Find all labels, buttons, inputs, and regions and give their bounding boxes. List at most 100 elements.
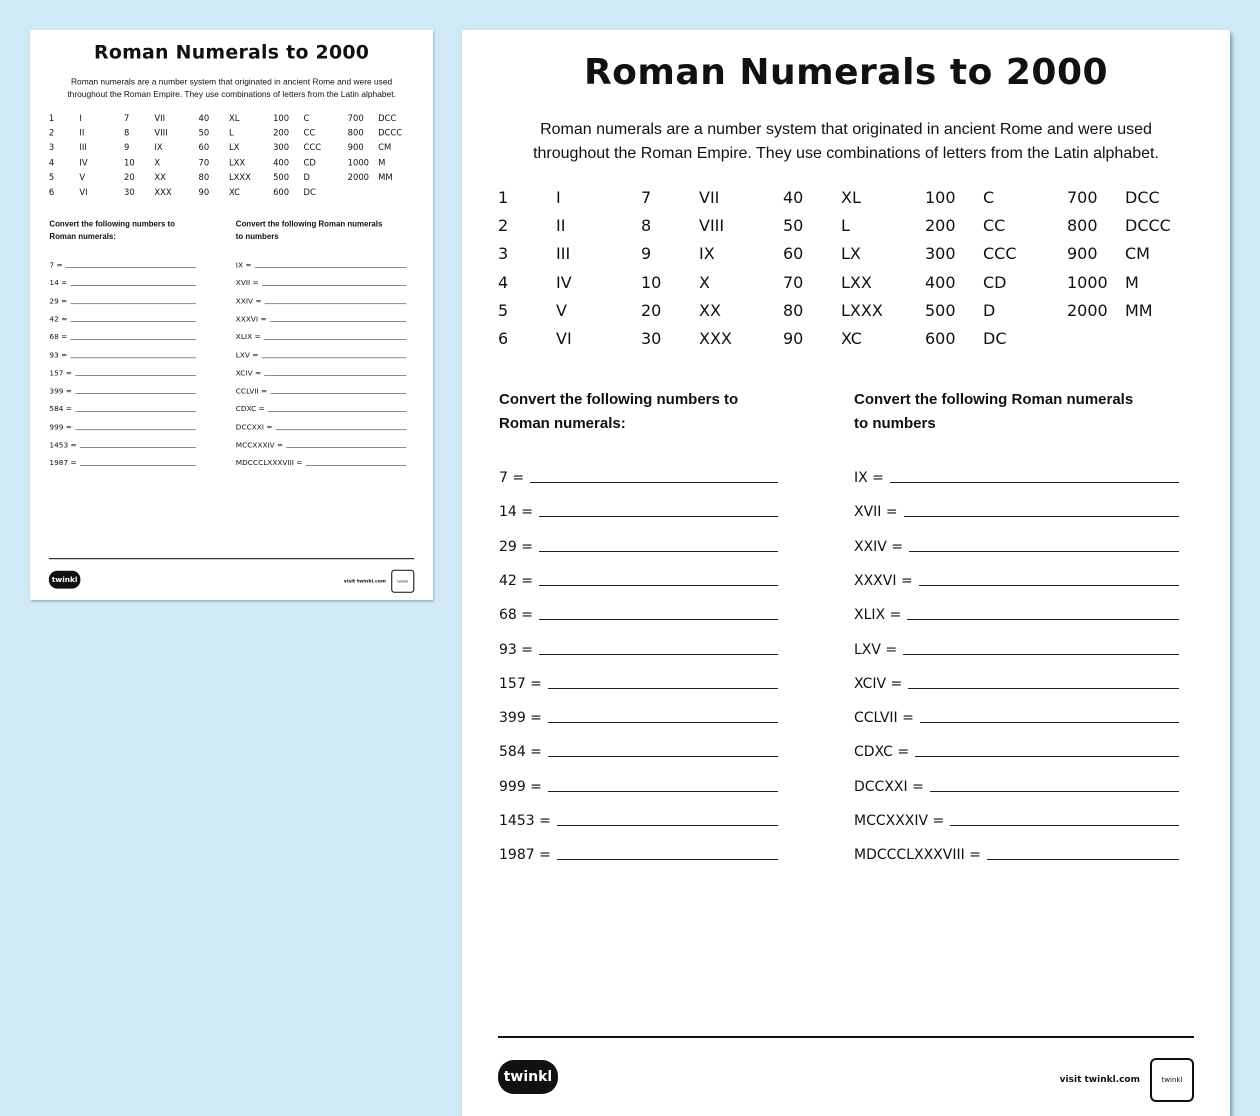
exercise-item: MDCCCLXXXVIII =: [854, 847, 1179, 863]
answer-line[interactable]: [261, 357, 407, 358]
answer-line[interactable]: [261, 285, 407, 286]
answer-line[interactable]: [75, 411, 196, 412]
exercise-item: 14 =: [499, 504, 778, 520]
answer-line[interactable]: [539, 584, 778, 586]
answer-line[interactable]: [79, 447, 196, 448]
answer-line[interactable]: [75, 429, 196, 430]
exercise-item: 1453 =: [49, 441, 196, 449]
exercise-prompt: XXXVI =: [235, 315, 267, 324]
answer-line[interactable]: [270, 393, 407, 394]
reference-numeral: CD: [983, 272, 1007, 292]
quality-badge: twinkl: [1150, 1058, 1194, 1102]
answer-line[interactable]: [556, 824, 778, 826]
answer-line[interactable]: [547, 721, 778, 724]
exercise-item: 42 =: [49, 315, 196, 324]
answer-line[interactable]: [75, 393, 196, 394]
exercise-item: CDXC =: [236, 405, 407, 413]
answer-line[interactable]: [70, 303, 196, 304]
answer-line[interactable]: [263, 339, 407, 340]
answer-line[interactable]: [267, 411, 407, 412]
answer-line[interactable]: [556, 858, 778, 861]
answer-line[interactable]: [889, 481, 1179, 483]
exercise-prompt: 14 =: [49, 279, 68, 288]
answer-line[interactable]: [950, 824, 1179, 826]
reference-numeral: L: [841, 216, 850, 236]
exercise-prompt: XCIV =: [854, 675, 903, 692]
exercise-item: 1453 =: [499, 813, 778, 829]
heading-line: Convert the following Roman numerals: [235, 219, 383, 229]
reference-numeral: DCCC: [1125, 216, 1171, 236]
answer-line[interactable]: [903, 653, 1179, 655]
answer-line[interactable]: [903, 515, 1179, 518]
answer-line[interactable]: [269, 321, 407, 322]
answer-line[interactable]: [539, 653, 778, 655]
answer-line[interactable]: [70, 357, 196, 358]
answer-line[interactable]: [547, 790, 778, 792]
answer-line[interactable]: [79, 465, 196, 466]
heading-line: to numbers: [854, 415, 936, 432]
reference-numeral: L: [228, 127, 234, 138]
exercise-item: 999 =: [499, 779, 778, 795]
exercise-item: XLIX =: [854, 607, 1179, 623]
exercise-item: 584 =: [499, 744, 778, 760]
exercise-prompt: CDXC =: [854, 744, 910, 761]
answer-line[interactable]: [264, 375, 407, 376]
answer-line[interactable]: [539, 550, 778, 552]
exercise-item: XVII =: [854, 504, 1179, 520]
answer-line[interactable]: [530, 481, 778, 483]
answer-line[interactable]: [70, 321, 196, 322]
reference-numeral: VII: [699, 188, 720, 207]
exercise-prompt: 93 =: [49, 351, 68, 360]
answer-line[interactable]: [539, 618, 778, 621]
reference-numeral: VI: [556, 329, 572, 348]
heading-line: Convert the following numbers to: [499, 391, 739, 408]
exercise-prompt: 42 =: [49, 315, 68, 324]
exercise-prompt: 68 =: [49, 333, 68, 342]
answer-line[interactable]: [909, 550, 1179, 552]
answer-line[interactable]: [919, 721, 1179, 724]
answer-line[interactable]: [286, 447, 407, 448]
answer-line[interactable]: [264, 303, 407, 304]
exercise-prompt: 14 =: [499, 504, 533, 521]
answer-line[interactable]: [305, 465, 407, 466]
answer-line[interactable]: [929, 790, 1179, 792]
reference-number: 500: [273, 172, 290, 183]
exercise-item: MCCXXXIV =: [236, 441, 407, 449]
answer-line[interactable]: [547, 687, 778, 689]
answer-line[interactable]: [539, 515, 778, 518]
reference-number: 2000: [1067, 300, 1108, 320]
answer-line[interactable]: [75, 375, 196, 376]
answer-line[interactable]: [986, 858, 1179, 861]
answer-line[interactable]: [918, 584, 1179, 586]
answer-line[interactable]: [70, 339, 196, 340]
exercise-item: 7 =: [49, 261, 196, 269]
answer-line[interactable]: [908, 687, 1179, 689]
exercise-prompt: XVII =: [235, 279, 259, 288]
answer-line[interactable]: [275, 429, 407, 430]
answer-line[interactable]: [547, 755, 778, 758]
reference-number: 40: [783, 188, 804, 207]
reference-numeral: CM: [378, 142, 392, 153]
reference-number: 800: [1067, 216, 1098, 236]
answer-line[interactable]: [65, 267, 196, 268]
section-heading: Convert the following numbers to Roman nu…: [499, 388, 839, 436]
reference-numeral: XXX: [699, 329, 732, 348]
exercise-prompt: 157 =: [49, 369, 72, 378]
answer-line[interactable]: [915, 755, 1179, 758]
reference-number: 70: [198, 157, 210, 168]
reference-number: 80: [198, 172, 210, 183]
answer-line[interactable]: [70, 285, 196, 286]
worksheet-thumbnail[interactable]: Roman Numerals to 2000 Roman numerals are…: [30, 30, 434, 601]
page-title: Roman Numerals to 2000: [583, 52, 1109, 93]
exercise-item: DCCXXI =: [854, 779, 1179, 795]
exercise-item: CCLVII =: [854, 710, 1179, 726]
footer-website: visit twinkl.com: [1059, 1075, 1140, 1085]
reference-number: 10: [641, 272, 662, 292]
exercise-item: XXXVI =: [236, 315, 407, 323]
answer-line[interactable]: [907, 618, 1179, 621]
reference-number: 4: [498, 272, 509, 292]
answer-line[interactable]: [254, 267, 407, 268]
reference-number: 3: [498, 244, 509, 264]
reference-numeral: MM: [1125, 300, 1153, 320]
exercise-item: CDXC =: [854, 744, 1179, 760]
